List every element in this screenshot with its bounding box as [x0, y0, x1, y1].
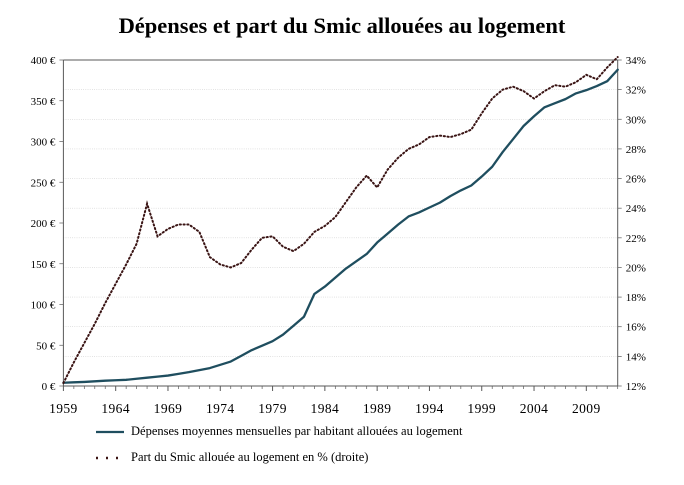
- svg-text:1969: 1969: [154, 401, 183, 416]
- svg-text:100 €: 100 €: [31, 300, 56, 312]
- svg-text:30%: 30%: [626, 114, 646, 126]
- svg-text:1989: 1989: [363, 401, 392, 416]
- svg-text:2004: 2004: [520, 401, 549, 416]
- svg-text:1974: 1974: [206, 401, 235, 416]
- svg-text:18%: 18%: [626, 292, 646, 304]
- svg-text:1959: 1959: [49, 401, 78, 416]
- svg-text:2009: 2009: [572, 401, 601, 416]
- svg-text:50 €: 50 €: [36, 340, 56, 352]
- svg-text:250 €: 250 €: [31, 177, 56, 189]
- svg-text:1979: 1979: [258, 401, 287, 416]
- svg-text:32%: 32%: [626, 85, 646, 97]
- svg-text:28%: 28%: [626, 144, 646, 156]
- svg-text:20%: 20%: [626, 262, 646, 274]
- svg-text:22%: 22%: [626, 233, 646, 245]
- svg-text:1964: 1964: [101, 401, 130, 416]
- svg-text:350 €: 350 €: [31, 96, 56, 108]
- svg-text:200 €: 200 €: [31, 218, 56, 230]
- svg-text:16%: 16%: [626, 322, 646, 334]
- svg-text:24%: 24%: [626, 203, 646, 215]
- svg-text:26%: 26%: [626, 174, 646, 186]
- svg-text:1994: 1994: [415, 401, 444, 416]
- svg-text:1999: 1999: [467, 401, 496, 416]
- svg-text:400 €: 400 €: [31, 55, 56, 67]
- svg-text:300 €: 300 €: [31, 137, 56, 149]
- svg-text:14%: 14%: [626, 351, 646, 363]
- svg-text:150 €: 150 €: [31, 259, 56, 271]
- svg-text:34%: 34%: [626, 55, 646, 67]
- svg-text:0 €: 0 €: [42, 381, 56, 393]
- svg-text:1984: 1984: [311, 401, 340, 416]
- svg-text:12%: 12%: [626, 381, 646, 393]
